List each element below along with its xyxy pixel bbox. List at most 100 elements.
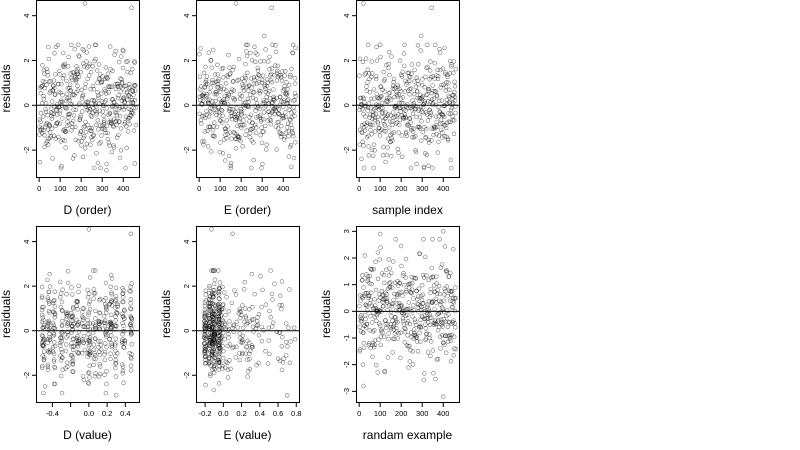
data-point: [64, 311, 69, 316]
data-point: [68, 88, 73, 93]
data-point: [401, 271, 406, 276]
data-point: [40, 312, 45, 318]
data-point: [270, 42, 275, 47]
data-point: [45, 73, 50, 78]
data-point: [43, 101, 49, 106]
data-point: [91, 291, 97, 296]
data-point: [420, 82, 425, 88]
data-point: [452, 79, 457, 85]
data-point: [52, 51, 57, 56]
data-point: [452, 334, 457, 339]
data-point: [102, 127, 108, 132]
data-point: [232, 288, 237, 293]
data-point: [217, 285, 222, 290]
data-point: [357, 347, 363, 352]
data-point: [363, 312, 368, 318]
data-point: [401, 116, 407, 121]
data-point: [373, 259, 378, 264]
data-point: [374, 363, 379, 368]
y-tick-label: -2: [342, 361, 351, 368]
data-point: [447, 87, 452, 93]
data-point: [398, 88, 403, 94]
data-point: [232, 96, 238, 102]
data-point: [78, 115, 83, 120]
data-point: [435, 67, 440, 73]
data-point: [54, 121, 59, 126]
data-point: [451, 300, 457, 305]
data-point: [224, 88, 229, 93]
data-point: [211, 360, 217, 365]
data-point: [284, 321, 289, 326]
data-point: [287, 103, 292, 109]
data-point: [206, 124, 211, 130]
data-point: [382, 334, 387, 339]
data-point: [363, 114, 368, 119]
data-point: [112, 52, 117, 57]
data-point: [220, 284, 225, 290]
data-point: [401, 51, 407, 56]
data-point: [444, 350, 449, 355]
y-tick-label: 0: [182, 103, 191, 107]
data-point: [125, 129, 131, 134]
data-point: [240, 303, 245, 308]
data-point: [47, 130, 53, 135]
data-point: [435, 287, 440, 293]
data-point: [271, 94, 276, 100]
data-point: [261, 98, 266, 103]
data-point: [62, 61, 68, 67]
data-point: [272, 97, 277, 103]
data-point: [405, 102, 410, 107]
data-point: [292, 337, 298, 342]
data-point: [438, 127, 444, 133]
data-point: [39, 295, 45, 301]
data-point: [391, 79, 396, 85]
data-point: [85, 324, 90, 329]
data-point: [396, 112, 401, 117]
data-point: [57, 279, 63, 285]
data-point: [119, 339, 125, 344]
data-point: [370, 122, 375, 128]
data-point: [264, 147, 269, 152]
data-point: [427, 140, 432, 145]
data-point: [233, 355, 238, 360]
data-point: [361, 340, 366, 346]
data-point: [385, 99, 390, 105]
data-point: [94, 112, 99, 117]
data-point: [70, 369, 75, 374]
data-point: [127, 122, 133, 127]
data-point: [212, 306, 217, 312]
data-point: [67, 82, 73, 87]
data-point: [364, 123, 369, 128]
data-point: [88, 69, 94, 75]
data-point: [436, 73, 441, 79]
data-point: [432, 283, 437, 288]
data-point: [276, 356, 281, 361]
data-point: [65, 320, 71, 326]
data-point: [430, 83, 435, 88]
data-point: [123, 124, 129, 129]
data-point: [451, 353, 456, 358]
data-point: [65, 333, 71, 338]
data-point: [229, 300, 235, 306]
data-point: [408, 120, 413, 125]
data-point: [428, 68, 433, 73]
data-point: [206, 114, 212, 119]
data-point: [39, 101, 45, 106]
data-point: [128, 100, 134, 105]
data-point: [97, 108, 102, 113]
data-point: [87, 61, 93, 67]
data-point: [377, 257, 382, 262]
data-point: [423, 254, 428, 260]
data-point: [216, 296, 222, 301]
data-point: [77, 54, 82, 59]
data-point: [397, 117, 403, 123]
data-point: [389, 135, 394, 141]
data-point: [92, 291, 98, 296]
x-tick-label: -0.4: [46, 409, 59, 418]
data-point: [379, 93, 384, 99]
data-point: [284, 130, 289, 135]
data-point: [254, 81, 259, 86]
data-point: [210, 77, 215, 83]
data-point: [372, 96, 377, 101]
